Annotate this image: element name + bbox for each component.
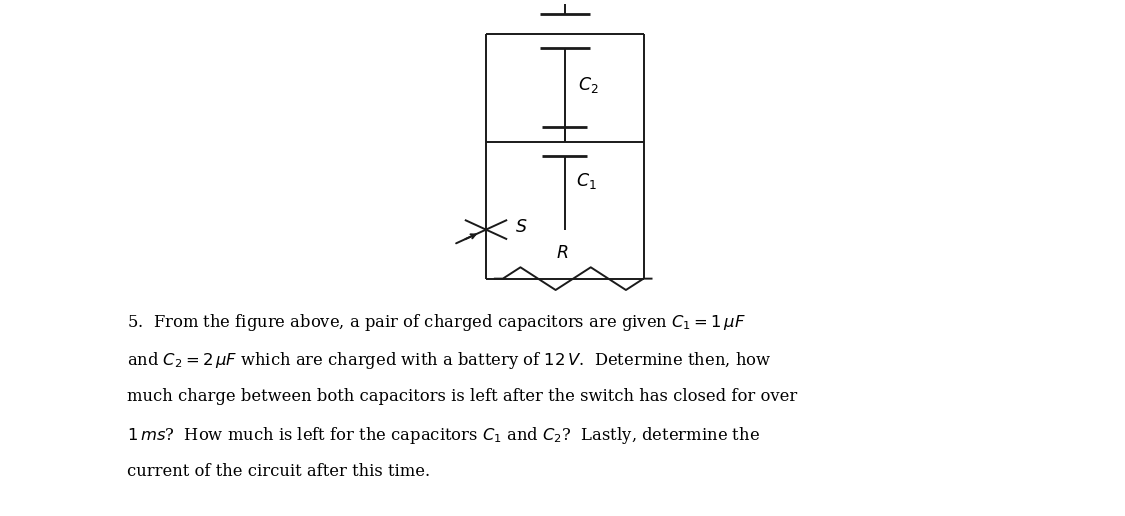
Text: $1\,ms$?  How much is left for the capacitors $C_1$ and $C_2$?  Lastly, determin: $1\,ms$? How much is left for the capaci… (127, 425, 761, 446)
Text: $R$: $R$ (556, 245, 568, 262)
Text: and $C_2 = 2\,\mu F$ which are charged with a battery of $12\,V$.  Determine the: and $C_2 = 2\,\mu F$ which are charged w… (127, 350, 772, 371)
Text: $C_1$: $C_1$ (576, 171, 596, 190)
Text: 5.  From the figure above, a pair of charged capacitors are given $C_1 = 1\,\mu : 5. From the figure above, a pair of char… (127, 312, 746, 333)
Text: $S$: $S$ (515, 219, 528, 235)
Text: much charge between both capacitors is left after the switch has closed for over: much charge between both capacitors is l… (127, 388, 798, 405)
Text: current of the circuit after this time.: current of the circuit after this time. (127, 463, 430, 480)
Text: $C_2$: $C_2$ (578, 75, 598, 95)
